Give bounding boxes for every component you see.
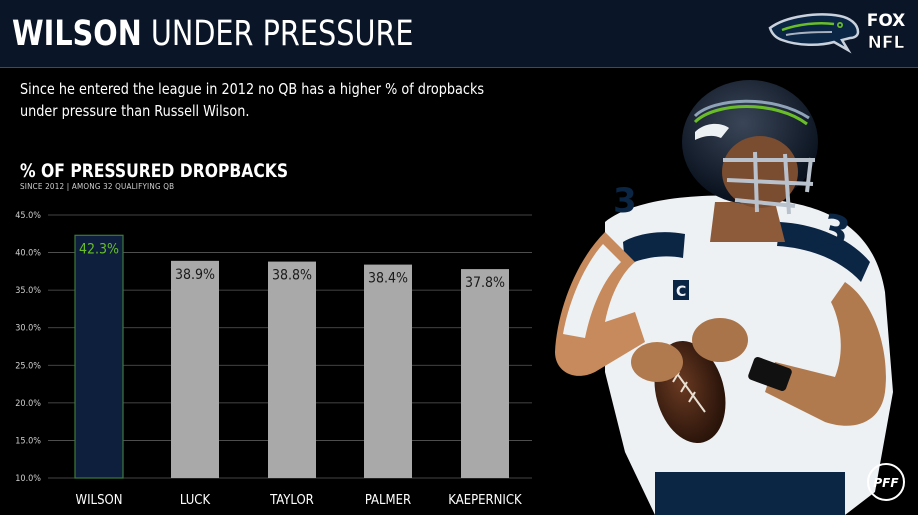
bar-value-label: 38.8% — [272, 268, 312, 284]
pff-logo: PFF — [867, 463, 905, 501]
bar-value-label: 38.4% — [368, 271, 408, 287]
bar — [171, 260, 219, 478]
x-category-label: LUCK — [180, 493, 211, 508]
svg-text:C: C — [676, 284, 686, 300]
bar — [268, 261, 316, 478]
y-tick-label: 35.0% — [15, 286, 41, 296]
x-category-label: KAEPERNICK — [448, 493, 522, 508]
fox-nfl-logo: FOX NFL — [867, 11, 906, 53]
fox-text: FOX — [867, 11, 906, 31]
subtitle-text: Since he entered the league in 2012 no Q… — [20, 80, 485, 120]
y-tick-label: 10.0% — [15, 474, 41, 484]
bar-value-label: 37.8% — [465, 275, 505, 291]
svg-text:3: 3 — [613, 181, 637, 221]
y-tick-label: 25.0% — [15, 361, 41, 371]
x-category-label: WILSON — [76, 493, 123, 508]
y-tick-label: 45.0% — [15, 211, 41, 221]
bar-chart: 10.0% 15.0% 20.0% 25.0% 30.0% 35.0% 40.0% 45.0%… — [15, 211, 532, 508]
nfl-text: NFL — [868, 33, 905, 53]
y-tick-label: 30.0% — [15, 324, 41, 334]
page-title: WILSON UNDER PRESSURE — [12, 14, 414, 54]
chart-title: % OF PRESSURED DROPBACKS — [20, 160, 289, 182]
x-category-label: PALMER — [365, 493, 411, 508]
bar — [74, 234, 124, 479]
y-tick-label: 20.0% — [15, 399, 41, 409]
y-tick-label: 15.0% — [15, 436, 41, 446]
x-category-label: TAYLOR — [269, 493, 314, 508]
bar — [364, 264, 412, 478]
title-light: UNDER PRESSURE — [150, 14, 414, 54]
bar-value-label: 38.9% — [175, 267, 215, 283]
chart-subtitle: SINCE 2012 | AMONG 32 QUALIFYING QB — [20, 182, 175, 191]
pff-text: PFF — [873, 476, 899, 490]
player-photo: 3 3 C — [555, 80, 893, 515]
header-bar: WILSON UNDER PRESSURE FOX NFL — [0, 0, 918, 68]
seahawks-logo — [768, 13, 860, 54]
title-bold: WILSON — [12, 14, 142, 54]
y-tick-label: 40.0% — [15, 249, 41, 259]
bar — [461, 269, 509, 478]
bar-value-label: 42.3% — [79, 241, 119, 257]
